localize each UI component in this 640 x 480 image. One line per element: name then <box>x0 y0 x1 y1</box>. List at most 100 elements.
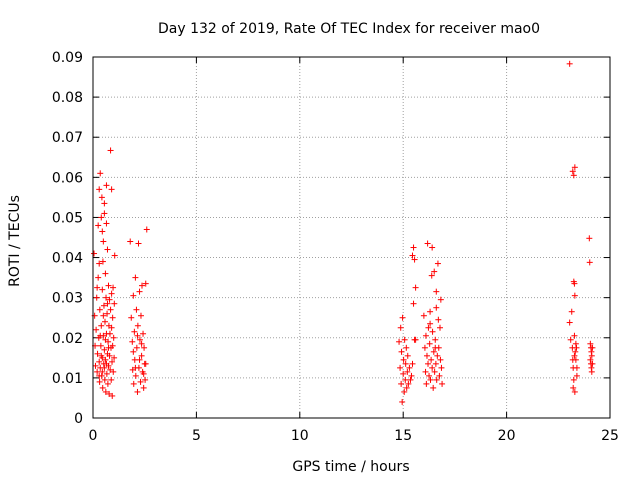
data-point <box>100 312 107 319</box>
data-point <box>97 170 104 177</box>
data-point <box>396 338 403 345</box>
data-point <box>91 250 98 257</box>
y-tick-label: 0.06 <box>52 170 83 186</box>
data-point <box>98 352 105 359</box>
data-point <box>424 240 431 247</box>
data-point <box>134 322 141 329</box>
data-point <box>99 286 106 293</box>
data-point <box>437 324 444 331</box>
data-point <box>101 364 108 371</box>
data-point <box>422 332 429 339</box>
data-point <box>587 340 594 347</box>
data-point <box>137 312 144 319</box>
x-tick-label: 10 <box>291 428 309 444</box>
data-point <box>110 334 117 341</box>
data-point <box>109 314 116 321</box>
data-point <box>111 300 118 307</box>
data-point <box>103 370 110 377</box>
data-point <box>412 336 419 343</box>
data-point <box>99 228 106 235</box>
data-point <box>132 274 139 281</box>
data-point <box>134 332 141 339</box>
data-point <box>105 282 112 289</box>
data-point <box>406 364 413 371</box>
data-point <box>402 376 409 383</box>
data-point <box>587 356 594 363</box>
x-tick-label: 15 <box>394 428 412 444</box>
data-point <box>426 340 433 347</box>
data-point <box>589 360 596 367</box>
y-axis-title: ROTI / TECUs <box>7 195 23 287</box>
data-point <box>431 268 438 275</box>
data-point <box>400 370 407 377</box>
y-tick-label: 0.04 <box>52 251 83 267</box>
data-point <box>589 344 596 351</box>
data-point <box>571 332 578 339</box>
data-point <box>101 200 108 207</box>
chart-title: Day 132 of 2019, Rate Of TEC Index for r… <box>158 21 540 37</box>
x-axis-title: GPS time / hours <box>292 459 409 475</box>
data-point <box>429 328 436 335</box>
data-point <box>423 352 430 359</box>
data-point <box>133 306 140 313</box>
data-point <box>403 384 410 391</box>
data-point <box>397 364 404 371</box>
data-point <box>127 238 134 245</box>
data-point <box>398 348 405 355</box>
data-point <box>436 372 443 379</box>
data-point <box>99 384 106 391</box>
data-point <box>103 182 110 189</box>
data-point <box>434 260 441 267</box>
data-point <box>103 360 110 367</box>
data-point <box>99 368 106 375</box>
data-point <box>140 384 147 391</box>
data-point <box>96 260 103 267</box>
data-point <box>566 319 573 326</box>
data-point <box>432 360 439 367</box>
data-point <box>566 60 573 67</box>
data-point <box>109 392 116 399</box>
data-point <box>110 368 117 375</box>
data-point <box>96 372 103 379</box>
data-point <box>572 356 579 363</box>
data-point <box>571 388 578 395</box>
y-tick-label: 0.07 <box>52 130 83 146</box>
data-point <box>430 348 437 355</box>
y-tick-label: 0.09 <box>52 50 83 66</box>
data-point <box>101 318 108 325</box>
data-point <box>106 296 113 303</box>
data-point <box>132 364 139 371</box>
data-point <box>571 164 578 171</box>
y-tick-label: 0 <box>74 411 83 427</box>
data-point <box>128 314 135 321</box>
data-point <box>94 350 101 357</box>
data-point <box>428 356 435 363</box>
data-point <box>142 360 149 367</box>
data-points <box>91 60 596 405</box>
data-point <box>131 328 138 335</box>
data-point <box>97 342 104 349</box>
data-point <box>142 280 149 287</box>
y-tick-label: 0.08 <box>52 90 83 106</box>
data-point <box>410 244 417 251</box>
data-point <box>404 368 411 375</box>
data-point <box>101 346 108 353</box>
data-point <box>586 259 593 266</box>
data-point <box>588 368 595 375</box>
data-point <box>96 358 103 365</box>
data-point <box>423 380 430 387</box>
data-point <box>571 292 578 299</box>
data-point <box>570 172 577 179</box>
data-point <box>109 342 116 349</box>
x-tick-label: 20 <box>498 428 516 444</box>
data-point <box>397 324 404 331</box>
data-point <box>399 398 406 405</box>
data-point <box>107 366 114 373</box>
data-point <box>108 376 115 383</box>
data-point <box>143 226 150 233</box>
data-point <box>433 376 440 383</box>
data-point <box>425 324 432 331</box>
data-point <box>106 390 113 397</box>
data-point <box>98 322 105 329</box>
data-point <box>133 344 140 351</box>
